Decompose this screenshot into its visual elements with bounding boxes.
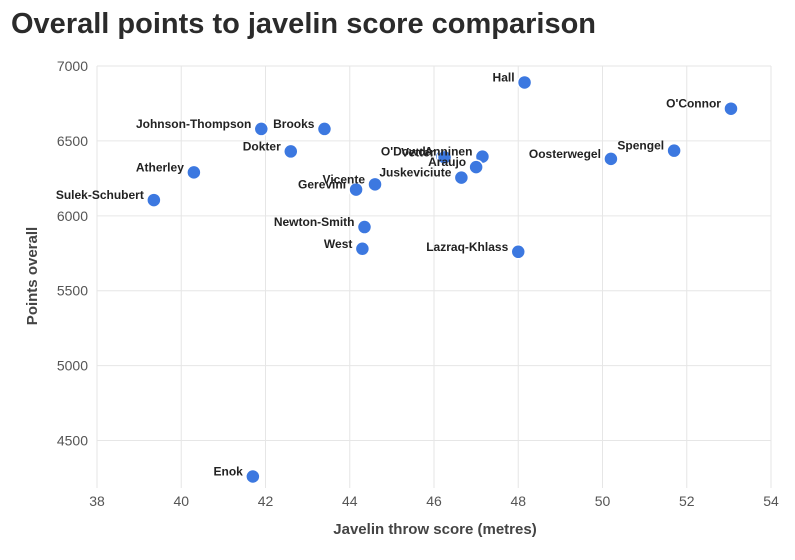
data-point xyxy=(516,74,533,91)
data-point xyxy=(354,241,371,257)
x-tick-label: 38 xyxy=(89,493,105,509)
point-label: Juskeviciute xyxy=(379,166,451,180)
point-label: Vicente xyxy=(323,172,366,186)
x-tick-label: 48 xyxy=(510,493,526,509)
point-label: Newton-Smith xyxy=(274,215,355,229)
x-tick-label: 42 xyxy=(258,493,274,509)
data-point xyxy=(356,219,373,235)
point-label: Lazraq-Khlass xyxy=(426,240,508,254)
x-tick-label: 46 xyxy=(426,493,442,509)
x-tick-label: 52 xyxy=(679,493,695,509)
point-label: Atherley xyxy=(136,160,184,174)
data-point xyxy=(245,468,261,485)
point-labels: Hall O'Connor Johnson-Thompson Brooks Dokter… xyxy=(56,70,721,478)
data-point xyxy=(453,169,470,186)
x-tick-labels: 38 40 42 44 46 48 50 52 54 xyxy=(89,493,779,509)
data-point xyxy=(666,142,682,159)
point-label: Sulek-Schubert xyxy=(56,188,144,202)
point-label: Johnson-Thompson xyxy=(136,117,251,131)
data-point xyxy=(146,192,162,208)
data-point xyxy=(723,100,739,117)
data-point xyxy=(367,176,383,193)
data-point xyxy=(510,244,526,260)
chart-title: Overall points to javelin score comparis… xyxy=(11,8,597,40)
x-axis-label: Javelin throw score (metres) xyxy=(333,521,536,538)
point-label: Brooks xyxy=(273,117,315,131)
y-axis-label: Points overall xyxy=(24,227,41,325)
data-point xyxy=(348,181,364,198)
data-point xyxy=(436,149,453,166)
data-point xyxy=(603,151,619,167)
data-points xyxy=(146,74,739,485)
x-tick-label: 44 xyxy=(342,493,358,509)
point-label: Enok xyxy=(214,465,244,479)
y-tick-label: 5500 xyxy=(57,283,88,299)
x-tick-label: 50 xyxy=(595,493,611,509)
data-point xyxy=(316,121,333,137)
point-label: Spengel xyxy=(617,139,664,153)
point-label: West xyxy=(324,237,352,251)
y-tick-labels: 4500 5000 5500 6000 6500 7000 xyxy=(57,58,88,449)
point-label: Hall xyxy=(493,70,515,84)
point-label: Anninen xyxy=(424,145,472,159)
point-label: Vetter xyxy=(401,145,435,159)
point-label: Oosterwegel xyxy=(529,147,601,161)
point-label: Gerevini xyxy=(298,178,346,192)
data-point xyxy=(253,121,270,137)
data-point xyxy=(283,143,299,160)
point-label: Dokter xyxy=(243,139,281,153)
y-tick-label: 5000 xyxy=(57,358,88,374)
x-tick-label: 40 xyxy=(173,493,189,509)
point-label: O'Dowda xyxy=(381,145,433,159)
y-tick-label: 6000 xyxy=(57,208,88,224)
grid-lines xyxy=(96,65,772,488)
data-point xyxy=(186,164,202,181)
y-tick-label: 4500 xyxy=(57,433,88,449)
x-tick-label: 54 xyxy=(763,493,779,509)
y-tick-label: 7000 xyxy=(57,58,88,74)
point-label: O'Connor xyxy=(666,97,721,111)
point-label: Araujo xyxy=(428,155,466,169)
data-point xyxy=(468,159,484,175)
y-tick-label: 6500 xyxy=(57,133,88,149)
